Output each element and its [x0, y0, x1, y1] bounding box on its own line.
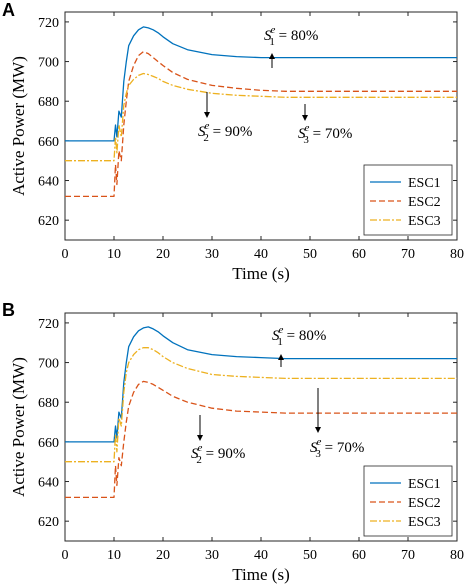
y-tick-label: 720 [38, 317, 59, 332]
series-line-esc1 [65, 26, 457, 142]
y-tick-label: 680 [38, 95, 59, 110]
y-tick-label: 700 [38, 56, 59, 71]
x-tick-label: 20 [156, 247, 170, 262]
legend-label-esc3: ESC3 [408, 214, 441, 229]
x-tick-label: 10 [107, 548, 121, 563]
annotation-s2: Se 2 = 90% [198, 92, 252, 144]
legend-label-esc1: ESC1 [408, 477, 441, 492]
series-line-esc3 [65, 347, 457, 463]
y-tick-label: 700 [38, 357, 59, 372]
x-axis-label: Time (s) [232, 264, 289, 283]
annotation-arrowhead [204, 112, 210, 118]
y-tick-label: 720 [38, 16, 59, 31]
x-tick-label: 80 [450, 548, 464, 563]
annotation-label: Se 1 = 80% [272, 324, 326, 348]
panel-label: B [2, 300, 15, 320]
legend-box [363, 164, 453, 236]
annotation-label: Se 2 = 90% [191, 442, 245, 466]
x-tick-label: 70 [401, 247, 415, 262]
x-tick-label: 0 [62, 548, 69, 563]
series-line-esc3 [65, 72, 457, 162]
y-tick-label: 640 [38, 175, 59, 190]
annotation-arrowhead [278, 354, 284, 360]
y-tick-label: 620 [38, 214, 59, 229]
annotation-arrowhead [269, 53, 275, 59]
y-axis-label: Active Power (MW) [9, 357, 28, 497]
annotation-s3: Se 3 = 70% [310, 388, 364, 460]
x-tick-label: 50 [303, 548, 317, 563]
panel-a: A 0 10 20 30 40 50 60 70 80 620 640 660 680 700 720 Ti… [2, 0, 464, 283]
annotation-s2: Se 2 = 90% [191, 415, 245, 466]
annotation-label: Se 3 = 70% [298, 122, 352, 146]
panel-b: B 0 10 20 30 40 50 60 70 80 620 640 660 680 700 720 Ti… [2, 300, 464, 584]
y-tick-label: 660 [38, 436, 59, 451]
legend-label-esc2: ESC2 [408, 195, 441, 210]
series-lines [65, 26, 457, 198]
y-tick-label: 660 [38, 135, 59, 150]
legend: ESC1 ESC2 ESC3 [363, 164, 453, 236]
legend: ESC1 ESC2 ESC3 [363, 465, 453, 537]
legend-label-esc1: ESC1 [408, 176, 441, 191]
x-tick-label: 50 [303, 247, 317, 262]
panel-label: A [2, 0, 15, 20]
annotation-s1: Se 1 = 80% [264, 24, 318, 68]
ticks: 0 10 20 30 40 50 60 70 80 620 640 660 680 700 720 [38, 313, 464, 563]
x-tick-label: 30 [205, 548, 219, 563]
x-tick-label: 80 [450, 247, 464, 262]
annotation-label: Se 1 = 80% [264, 24, 318, 48]
annotation-s3: Se 3 = 70% [298, 104, 352, 146]
x-tick-label: 60 [352, 548, 366, 563]
annotation-arrowhead [315, 427, 321, 433]
x-tick-label: 70 [401, 548, 415, 563]
x-axis-label: Time (s) [232, 565, 289, 584]
x-tick-label: 30 [205, 247, 219, 262]
legend-box [363, 465, 453, 537]
series-line-esc2 [65, 51, 457, 198]
ticks: 0 10 20 30 40 50 60 70 80 620 640 660 680 700 720 [38, 12, 464, 262]
y-tick-label: 620 [38, 515, 59, 530]
x-tick-label: 0 [62, 247, 69, 262]
y-tick-label: 640 [38, 476, 59, 491]
y-axis-label: Active Power (MW) [9, 56, 28, 196]
annotation-label: Se 3 = 70% [310, 436, 364, 460]
x-tick-label: 40 [254, 548, 268, 563]
x-tick-label: 10 [107, 247, 121, 262]
series-line-esc2 [65, 380, 457, 499]
annotation-label: Se 2 = 90% [198, 120, 252, 144]
legend-label-esc3: ESC3 [408, 515, 441, 530]
annotation-arrowhead [197, 435, 203, 441]
annotation-arrowhead [302, 115, 308, 121]
x-tick-label: 40 [254, 247, 268, 262]
annotation-s1: Se 1 = 80% [272, 324, 326, 367]
y-tick-label: 680 [38, 396, 59, 411]
x-tick-label: 60 [352, 247, 366, 262]
legend-label-esc2: ESC2 [408, 496, 441, 511]
x-tick-label: 20 [156, 548, 170, 563]
